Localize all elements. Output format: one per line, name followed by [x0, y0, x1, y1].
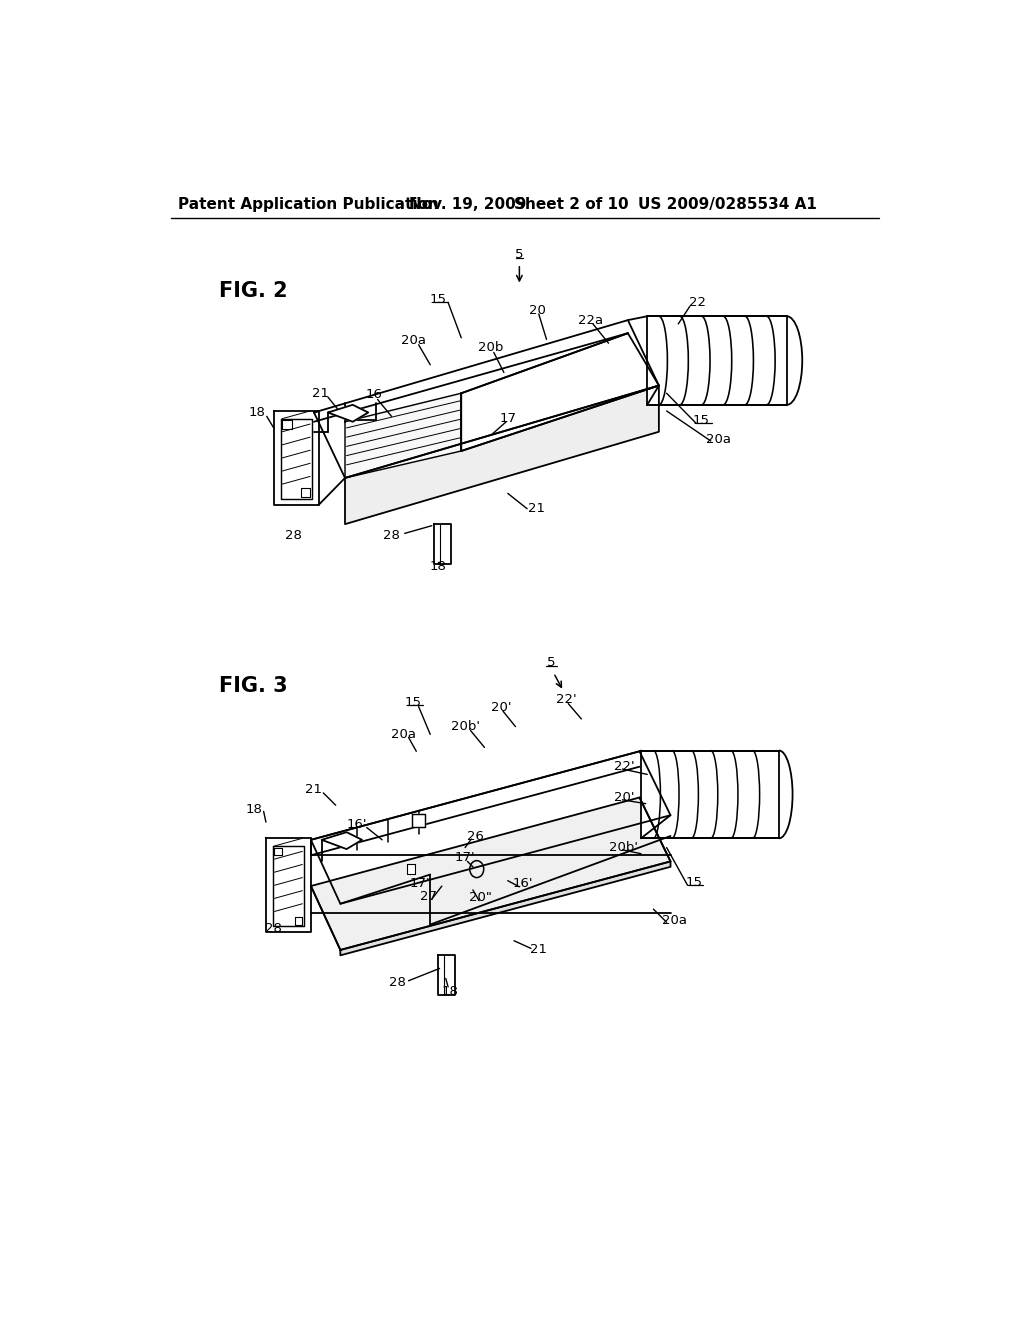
Polygon shape [647, 317, 786, 405]
Polygon shape [345, 393, 461, 478]
Text: 26: 26 [467, 829, 483, 842]
Polygon shape [461, 333, 658, 451]
Text: 5: 5 [515, 248, 523, 261]
Text: 22: 22 [689, 296, 707, 309]
Text: 16': 16' [513, 878, 534, 890]
Text: 20': 20' [613, 791, 634, 804]
Text: 15: 15 [685, 875, 702, 888]
Text: 21: 21 [530, 944, 547, 957]
Polygon shape [314, 321, 658, 478]
Polygon shape [281, 418, 311, 499]
Text: 18: 18 [246, 803, 263, 816]
Text: 15: 15 [404, 696, 422, 709]
Text: 20: 20 [528, 304, 546, 317]
Text: 22': 22' [556, 693, 577, 706]
Text: 15: 15 [429, 293, 446, 306]
Text: 15: 15 [693, 413, 710, 426]
Text: 21: 21 [305, 783, 323, 796]
Polygon shape [301, 488, 310, 498]
Text: Sheet 2 of 10: Sheet 2 of 10 [514, 197, 629, 213]
Text: FIG. 2: FIG. 2 [219, 281, 288, 301]
Polygon shape [413, 814, 425, 826]
Polygon shape [266, 838, 311, 932]
Text: 20": 20" [469, 891, 493, 904]
Polygon shape [283, 420, 292, 429]
Polygon shape [295, 917, 302, 924]
Text: 20a: 20a [662, 915, 687, 927]
Text: 20b': 20b' [609, 841, 639, 854]
Polygon shape [407, 865, 415, 874]
Polygon shape [345, 385, 658, 524]
Text: 28: 28 [383, 529, 400, 543]
Text: 20b: 20b [478, 342, 504, 354]
Text: 22a: 22a [579, 314, 603, 326]
Text: 18: 18 [441, 985, 458, 998]
Text: 28: 28 [389, 975, 407, 989]
Text: 20a: 20a [400, 334, 426, 347]
Text: 18: 18 [249, 407, 266, 418]
Text: 27: 27 [420, 890, 437, 903]
Text: 5: 5 [547, 656, 555, 669]
Polygon shape [438, 956, 455, 995]
Polygon shape [273, 411, 318, 506]
Text: 16': 16' [346, 818, 367, 832]
Polygon shape [273, 846, 304, 927]
Polygon shape [311, 797, 671, 950]
Text: 21: 21 [311, 387, 329, 400]
Text: 17': 17' [455, 851, 475, 865]
Text: 28: 28 [285, 529, 301, 543]
Polygon shape [311, 751, 671, 904]
Polygon shape [434, 524, 452, 564]
Text: Nov. 19, 2009: Nov. 19, 2009 [409, 197, 526, 213]
Text: 18: 18 [429, 560, 446, 573]
Polygon shape [274, 847, 283, 855]
Text: 16: 16 [366, 388, 383, 401]
Polygon shape [340, 862, 671, 956]
Text: 22': 22' [613, 760, 634, 774]
Text: 20a: 20a [707, 433, 731, 446]
Text: 28: 28 [265, 921, 283, 935]
Text: Patent Application Publication: Patent Application Publication [178, 197, 439, 213]
Text: US 2009/0285534 A1: US 2009/0285534 A1 [638, 197, 817, 213]
Text: FIG. 3: FIG. 3 [219, 676, 288, 696]
Polygon shape [322, 832, 362, 849]
Text: 20': 20' [492, 701, 512, 714]
Polygon shape [328, 405, 369, 422]
Text: 17': 17' [410, 878, 430, 890]
Text: 21: 21 [528, 502, 545, 515]
Text: 20b': 20b' [451, 721, 479, 733]
Text: 17: 17 [500, 412, 516, 425]
Text: 20a: 20a [390, 727, 416, 741]
Polygon shape [641, 751, 779, 838]
